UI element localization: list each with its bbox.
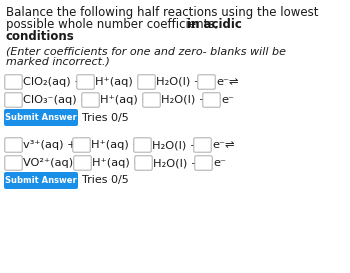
FancyBboxPatch shape (5, 93, 22, 107)
Text: ClO₃⁻(aq) +: ClO₃⁻(aq) + (23, 95, 93, 105)
Text: H⁺(aq) +: H⁺(aq) + (91, 140, 145, 150)
Text: ⇌: ⇌ (228, 77, 238, 87)
Text: Submit Answer: Submit Answer (5, 113, 77, 122)
FancyBboxPatch shape (5, 75, 22, 89)
Text: H₂O(l) +: H₂O(l) + (161, 95, 212, 105)
FancyBboxPatch shape (135, 156, 152, 170)
FancyBboxPatch shape (5, 156, 22, 170)
Text: H₂O(l) +: H₂O(l) + (153, 158, 204, 168)
FancyBboxPatch shape (143, 93, 160, 107)
FancyBboxPatch shape (198, 75, 215, 89)
FancyBboxPatch shape (195, 156, 212, 170)
Text: conditions: conditions (6, 30, 75, 43)
Text: VO²⁺(aq) +: VO²⁺(aq) + (23, 158, 90, 168)
FancyBboxPatch shape (203, 93, 220, 107)
Text: Tries 0/5: Tries 0/5 (82, 176, 129, 185)
Text: (Enter coefficients for one and zero- blanks will be: (Enter coefficients for one and zero- bl… (6, 46, 286, 56)
Text: e⁻: e⁻ (216, 77, 229, 87)
Text: in acidic: in acidic (187, 18, 242, 31)
Text: H⁺(aq) +: H⁺(aq) + (92, 158, 146, 168)
FancyBboxPatch shape (134, 138, 151, 152)
FancyBboxPatch shape (4, 109, 78, 126)
FancyBboxPatch shape (4, 172, 78, 189)
Text: e⁻: e⁻ (212, 140, 225, 150)
Text: possible whole number coefficients,: possible whole number coefficients, (6, 18, 222, 31)
FancyBboxPatch shape (77, 75, 94, 89)
Text: H₂O(l) +: H₂O(l) + (156, 77, 207, 87)
Text: Submit Answer: Submit Answer (5, 176, 77, 185)
Text: H⁺(aq) +: H⁺(aq) + (95, 77, 149, 87)
Text: H₂O(l) +: H₂O(l) + (152, 140, 203, 150)
FancyBboxPatch shape (194, 138, 211, 152)
FancyBboxPatch shape (74, 156, 91, 170)
Text: .: . (62, 30, 66, 43)
Text: ClO₂(aq) +: ClO₂(aq) + (23, 77, 87, 87)
FancyBboxPatch shape (5, 138, 22, 152)
Text: v³⁺(aq) +: v³⁺(aq) + (23, 140, 80, 150)
FancyBboxPatch shape (138, 75, 155, 89)
Text: Tries 0/5: Tries 0/5 (82, 112, 129, 123)
Text: Balance the following half reactions using the lowest: Balance the following half reactions usi… (6, 6, 318, 19)
Text: ⇌: ⇌ (224, 140, 233, 150)
Text: H⁺(aq) +: H⁺(aq) + (100, 95, 154, 105)
FancyBboxPatch shape (73, 138, 90, 152)
FancyBboxPatch shape (82, 93, 99, 107)
Text: e⁻: e⁻ (213, 158, 226, 168)
Text: e⁻: e⁻ (221, 95, 234, 105)
Text: marked incorrect.): marked incorrect.) (6, 57, 110, 67)
